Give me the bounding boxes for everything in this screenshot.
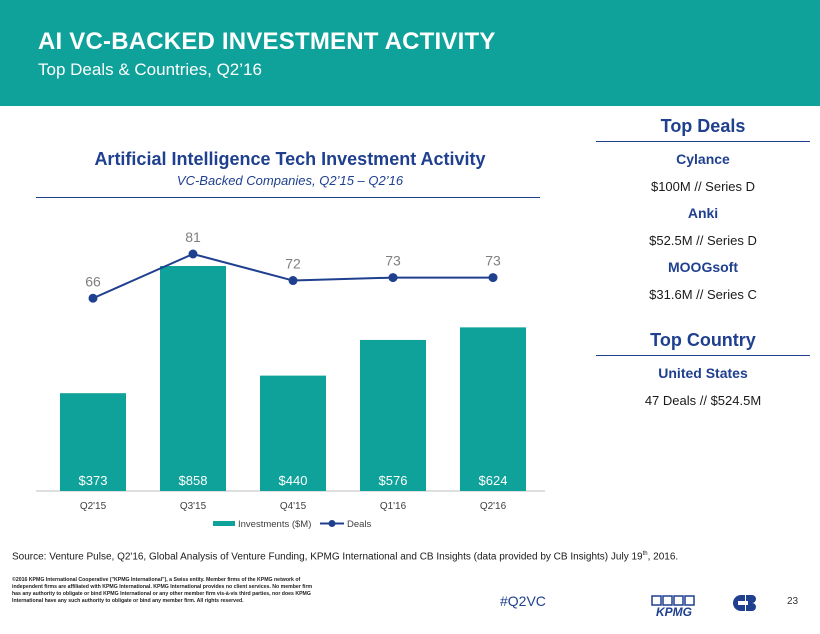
cb-insights-logo — [733, 595, 756, 611]
source-text-end: , 2016. — [647, 551, 679, 563]
legend-deals-label: Deals — [347, 519, 372, 530]
kpmg-logo-text: KPMG — [656, 605, 692, 617]
investment-bar — [60, 393, 126, 491]
kpmg-logo: KPMG — [651, 595, 695, 617]
deal-detail: $31.6M // Series C — [649, 287, 757, 302]
x-tick-label: Q2'15 — [80, 501, 107, 512]
bar-value-label: $624 — [479, 473, 508, 488]
country-detail: 47 Deals // $524.5M — [644, 393, 762, 408]
deal-company: Anki — [687, 205, 719, 221]
top-country-heading: Top Country — [596, 330, 810, 356]
page-subtitle: Top Deals & Countries, Q2’16 — [38, 60, 262, 79]
page-number: 23 — [787, 596, 799, 607]
deals-value-label: 73 — [485, 253, 501, 269]
deal-detail: $100M // Series D — [650, 179, 756, 194]
deals-value-label: 72 — [285, 256, 301, 272]
deals-point — [188, 249, 198, 259]
country-name: United States — [658, 365, 748, 381]
source-note: Source: Venture Pulse, Q2'16, Global Ana… — [12, 551, 678, 562]
bar-value-label: $858 — [179, 473, 208, 488]
deals-value-label: 66 — [85, 273, 101, 289]
investment-bar — [460, 327, 526, 491]
top-deals-panel: Top Deals Cylance $100M // Series D Anki… — [596, 116, 810, 308]
legend-investments-swatch — [213, 521, 235, 526]
x-tick-label: Q2'16 — [480, 501, 507, 512]
deals-value-label: 81 — [185, 229, 201, 245]
x-tick-label: Q3'15 — [180, 501, 207, 512]
deals-point — [288, 276, 298, 286]
investment-bar — [260, 375, 326, 491]
page-title: AI VC-BACKED INVESTMENT ACTIVITY — [38, 28, 496, 55]
investment-chart: $373 $858 $440 $576 $624 Q2'15 Q3'15 Q4'15 Q1'16… — [36, 229, 545, 530]
top-deals-heading: Top Deals — [596, 116, 810, 142]
legal-disclaimer: ©2016 KPMG International Cooperative ("K… — [12, 577, 313, 604]
bar-value-label: $576 — [379, 473, 408, 488]
deal-detail: $52.5M // Series D — [649, 233, 757, 248]
source-text: Source: Venture Pulse, Q2'16, Global Ana… — [12, 551, 643, 563]
hashtag: #Q2VC — [500, 593, 546, 609]
deals-point — [388, 273, 398, 283]
investment-bar — [160, 266, 226, 491]
chart-title: Artificial Intelligence Tech Investment … — [94, 149, 486, 169]
deals-point — [488, 273, 498, 283]
deals-point — [88, 293, 98, 303]
chart-title-rule — [36, 197, 540, 198]
legend-deals-marker — [328, 520, 336, 527]
investment-bar — [360, 339, 426, 491]
deal-company: Cylance — [676, 151, 730, 167]
source-superscript: th — [642, 551, 648, 557]
bar-value-label: $373 — [79, 473, 108, 488]
legend-investments-label: Investments ($M) — [238, 519, 311, 530]
bar-value-label: $440 — [279, 473, 308, 488]
top-country-panel: Top Country United States 47 Deals // $5… — [596, 330, 810, 414]
x-tick-label: Q1'16 — [380, 501, 407, 512]
chart-subtitle: VC-Backed Companies, Q2’15 – Q2’16 — [176, 173, 404, 188]
title-banner: AI VC-BACKED INVESTMENT ACTIVITY Top Dea… — [0, 0, 820, 106]
deal-company: MOOGsoft — [668, 259, 738, 275]
x-tick-label: Q4'15 — [280, 501, 307, 512]
deals-value-label: 73 — [385, 253, 401, 269]
